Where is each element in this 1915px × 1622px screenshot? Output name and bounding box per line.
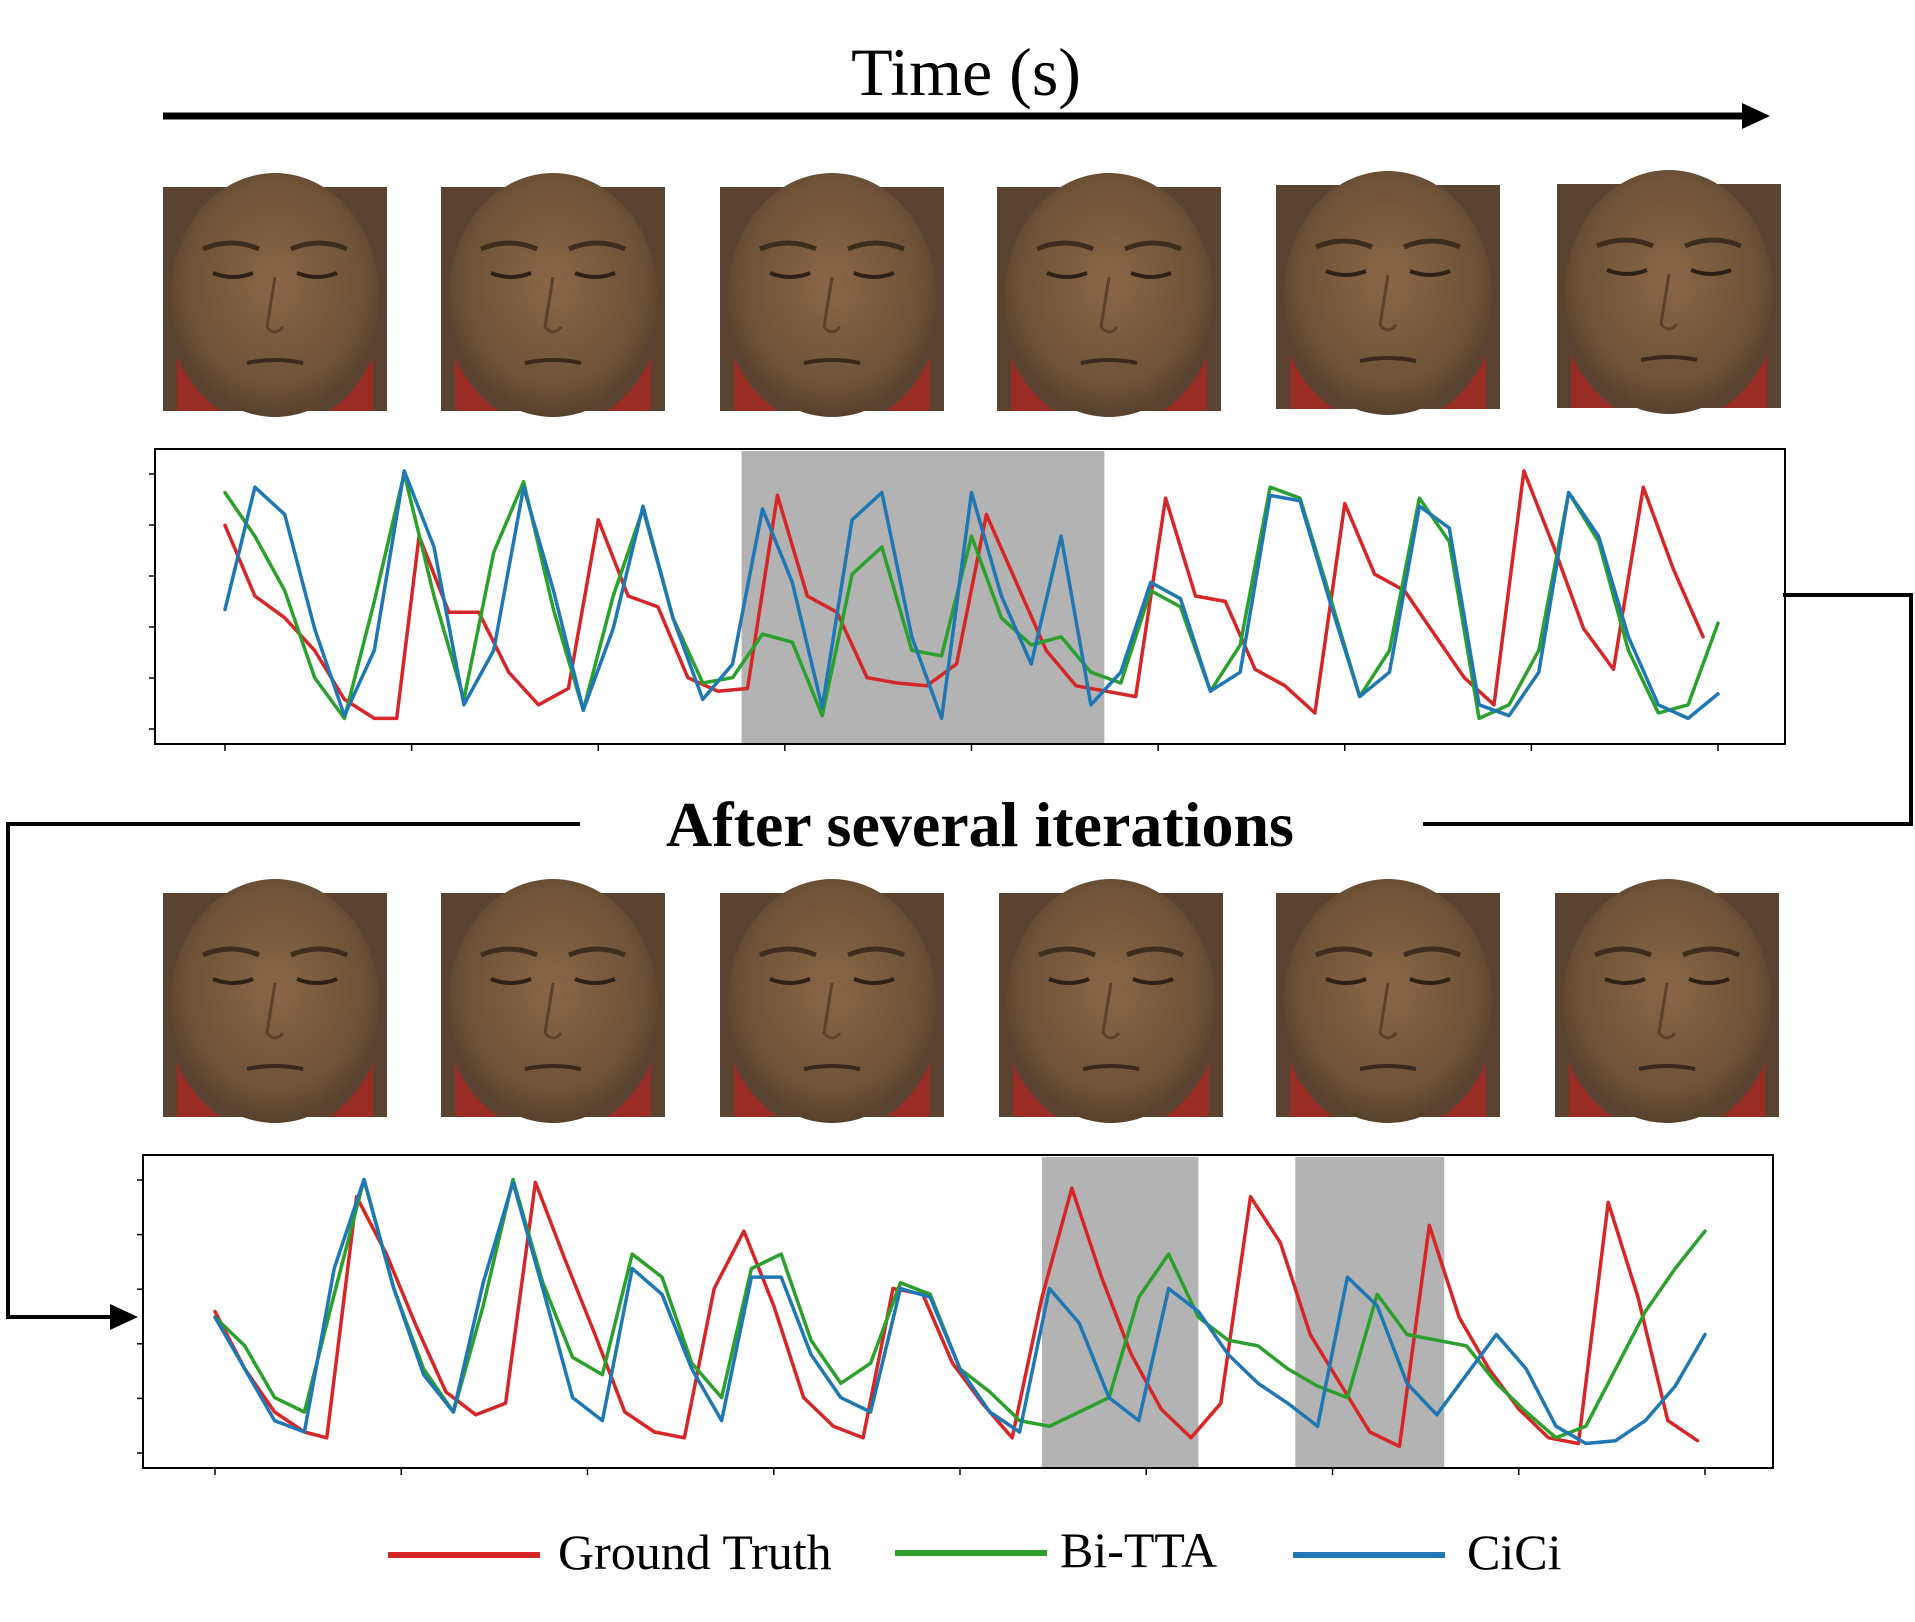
face-image: [441, 173, 665, 417]
bottom-chart: [137, 1154, 1774, 1475]
iterations-label: After several iterations: [666, 789, 1294, 860]
top-chart: [149, 448, 1786, 751]
legend-label-bi-tta: Bi-TTA: [1060, 1522, 1217, 1578]
legend-label-cici: CiCi: [1467, 1524, 1561, 1580]
face-image: [999, 879, 1223, 1123]
time-arrow-head: [1742, 103, 1770, 129]
connector-arrow-head: [110, 1304, 138, 1330]
face-image: [163, 879, 387, 1123]
top-face-row: [163, 170, 1781, 417]
series-line-bi-tta: [223, 471, 1720, 721]
face-image: [720, 879, 944, 1123]
face-image: [997, 173, 1221, 417]
plot-background: [143, 1155, 1773, 1468]
connector-left: [6, 822, 580, 1319]
face-image: [163, 173, 387, 417]
legend: Ground Truth Bi-TTA CiCi: [388, 1522, 1561, 1580]
legend-label-ground-truth: Ground Truth: [558, 1524, 832, 1580]
face-image: [1276, 879, 1500, 1123]
face-image: [441, 879, 665, 1123]
series-line-ground-truth: [223, 469, 1705, 721]
bottom-face-row: [163, 879, 1779, 1123]
plot-frame: [142, 1154, 1774, 1469]
highlight-region: [741, 451, 1105, 744]
face-image: [720, 173, 944, 417]
time-label: Time (s): [851, 34, 1081, 110]
face-image: [1276, 171, 1500, 415]
series-line-cici: [223, 469, 1720, 721]
connector-right: [1423, 593, 1913, 826]
face-image: [1555, 879, 1779, 1123]
face-image: [1557, 170, 1781, 414]
series-line-cici: [213, 1177, 1707, 1446]
